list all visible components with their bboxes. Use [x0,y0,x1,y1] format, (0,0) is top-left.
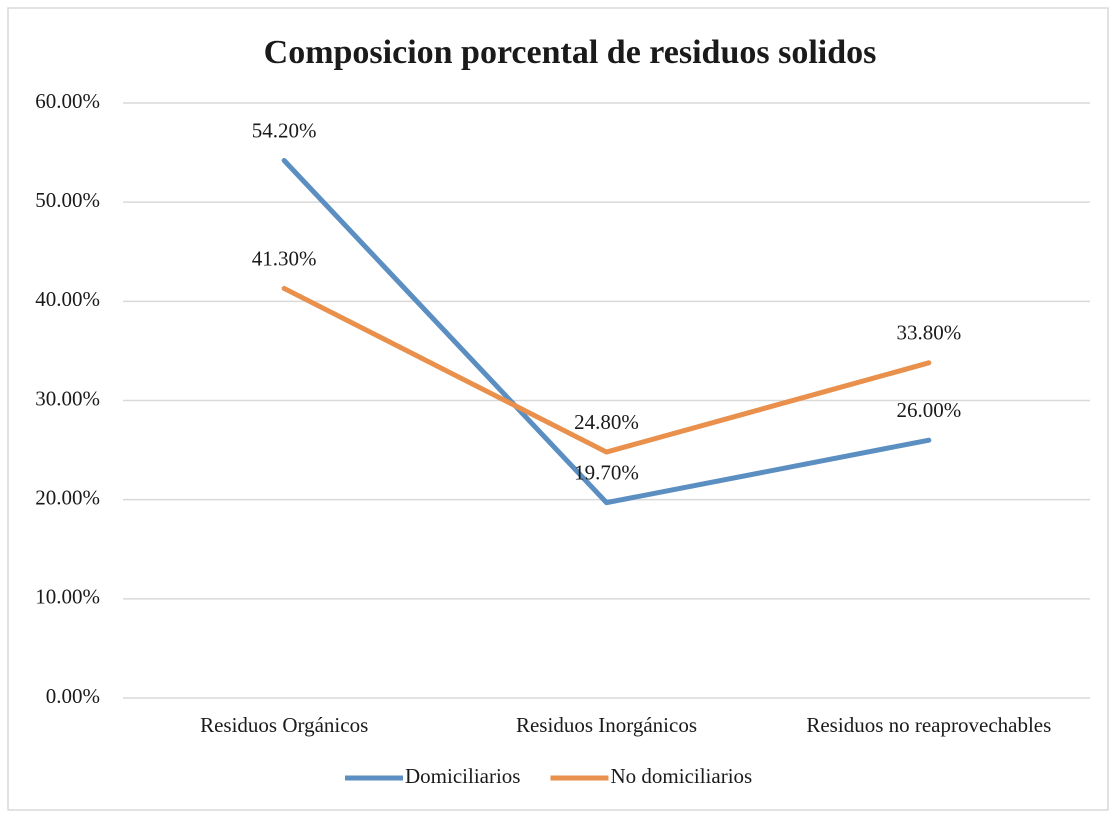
data-label: 24.80% [574,410,639,434]
chart-frame [7,7,1109,811]
series-line [281,158,932,506]
data-label: 26.00% [896,398,961,422]
y-tick-label: 50.00% [35,188,100,212]
data-label: 33.80% [896,321,961,345]
data-label: 19.70% [574,460,639,484]
series-line [281,285,932,455]
chart-title: Composicion porcental de residuos solido… [264,34,877,71]
data-label: 54.20% [252,118,317,142]
data-label: 41.30% [252,246,317,270]
y-tick-label: 0.00% [46,684,100,708]
x-tick-label: Residuos Inorgánicos [516,713,697,737]
x-tick-label: Residuos Orgánicos [200,713,368,737]
legend-label: Domiciliarios [405,764,520,788]
y-tick-label: 30.00% [35,386,100,410]
legend-label: No domiciliarios [610,764,752,788]
y-tick-label: 40.00% [35,287,100,311]
y-tick-label: 20.00% [35,485,100,509]
y-tick-label: 10.00% [35,585,100,609]
y-tick-label: 60.00% [35,89,100,113]
x-tick-label: Residuos no reaprovechables [806,713,1051,737]
